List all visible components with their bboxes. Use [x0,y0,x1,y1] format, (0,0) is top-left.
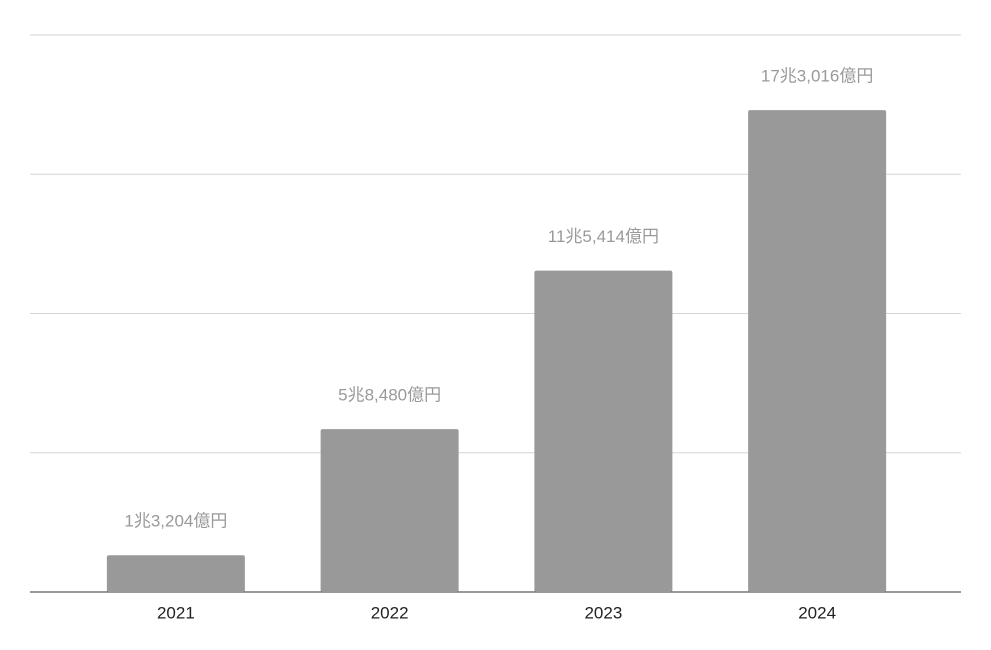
bar [320,429,459,592]
bar [534,270,673,592]
bar [748,110,887,592]
value-label: 17兆3,016億円 [761,67,873,86]
bar [106,555,245,592]
value-label: 5兆8,480億円 [338,386,441,405]
x-tick-label: 2021 [157,603,195,622]
value-label: 11兆5,414億円 [548,227,659,246]
x-tick-label: 2023 [584,603,622,622]
value-label: 1兆3,204億円 [124,512,227,531]
x-tick-label: 2024 [798,603,836,622]
x-tick-label: 2022 [371,603,409,622]
